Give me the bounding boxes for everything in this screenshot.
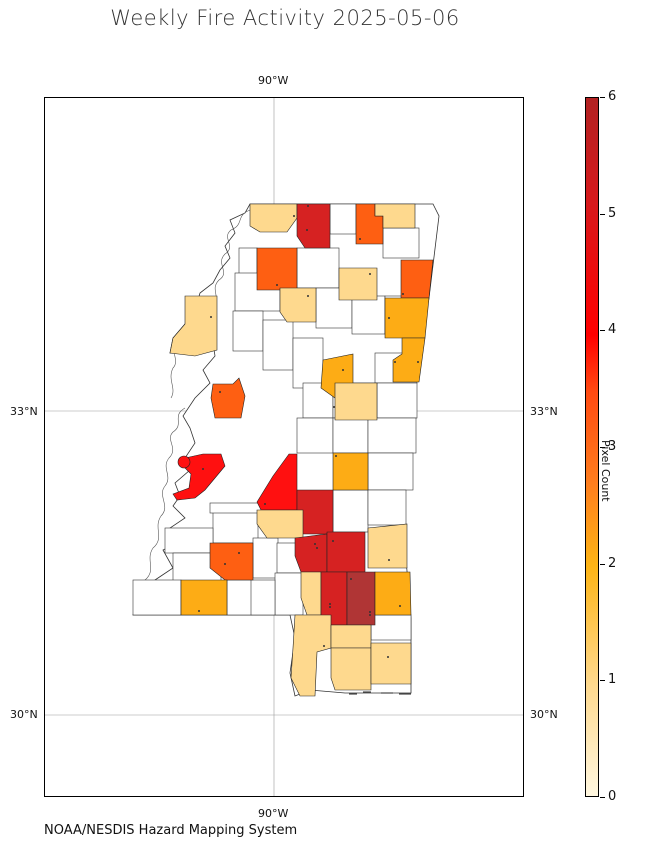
county-value-1 [256,509,304,539]
colorbar-label-3: 3 [608,439,617,454]
county-value-1 [374,203,416,229]
county-value-2 [374,571,412,616]
county-value-4 [177,455,191,469]
county-value-2 [392,337,426,383]
colorbar-label-5: 5 [608,206,617,221]
fire-counties [169,203,434,697]
county-value-1 [169,295,218,357]
barrier-islands [349,691,411,695]
river-meander [136,407,186,611]
mississippi-county-map [45,98,523,796]
lat-label-30-right: 30°N [530,708,558,721]
map-frame [44,97,524,797]
county-value-6 [346,571,376,626]
county-value-1 [334,382,378,421]
county-value-2 [332,452,369,491]
lat-label-33-right: 33°N [530,405,558,418]
colorbar-tick [600,97,605,98]
colorbar-label-4: 4 [608,322,617,337]
lon-label-bottom: 90°W [258,807,289,820]
colorbar-tick [600,564,605,565]
colorbar [585,97,599,797]
colorbar-tick [600,330,605,331]
county-value-1 [279,287,317,323]
county-value-3 [256,247,298,291]
lat-label-33-left: 33°N [10,405,38,418]
colorbar-tick [600,680,605,681]
county-value-1 [367,523,408,569]
county-value-5 [294,533,328,573]
county-value-5 [326,531,366,573]
county-value-5 [296,203,331,249]
colorbar-tick [600,214,605,215]
colorbar-label-0: 0 [608,789,617,804]
county-value-3 [209,542,254,581]
colorbar-tick [600,797,605,798]
colorbar-label-6: 6 [608,89,617,104]
colorbar-label-2: 2 [608,556,617,571]
colorbar-title: Pixel Count [599,440,612,502]
lat-label-30-left: 30°N [10,708,38,721]
colorbar-label-1: 1 [608,672,617,687]
source-credit: NOAA/NESDIS Hazard Mapping System [44,823,298,838]
county-value-1 [330,624,372,649]
colorbar-tick [600,447,605,448]
lon-label-top: 90°W [258,74,289,87]
county-value-3 [400,259,434,299]
county-value-1 [330,647,372,691]
county-value-1 [370,642,412,685]
county-value-2 [180,579,228,616]
county-value-3 [210,377,246,419]
map-title: Weekly Fire Activity 2025-05-06 [110,6,460,30]
fire-detections [198,205,419,658]
county-value-2 [384,297,430,339]
county-value-1 [249,203,298,233]
county-value-1 [338,267,378,301]
